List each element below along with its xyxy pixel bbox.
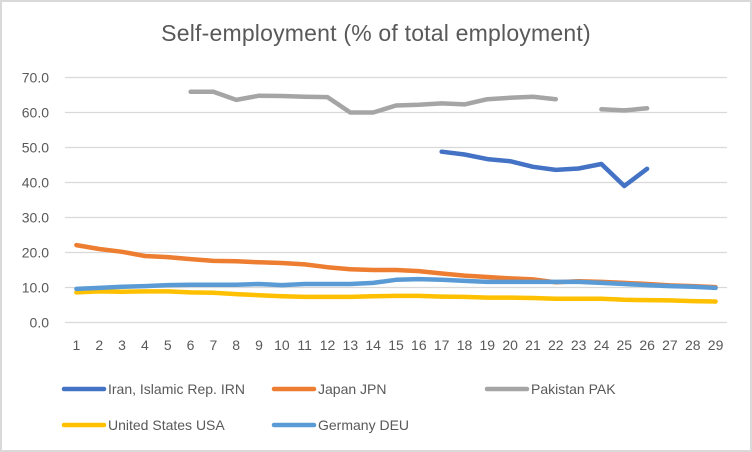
series-lines [74, 89, 718, 304]
legend-item: United States USA [61, 417, 225, 433]
x-tick-label: 21 [525, 337, 541, 353]
legend-item: Japan JPN [271, 381, 386, 397]
y-axis-ticks: 0.0 10.0 20.0 30.0 40.0 50.0 60.0 70.0 [22, 70, 49, 331]
series-pak [188, 89, 650, 115]
x-tick-label: 23 [571, 337, 587, 353]
x-tick-label: 4 [141, 337, 149, 353]
x-tick-label: 18 [457, 337, 473, 353]
legend-label: Japan JPN [318, 381, 386, 397]
x-tick-label: 8 [232, 337, 240, 353]
x-tick-label: 19 [480, 337, 496, 353]
y-tick-label: 60.0 [22, 105, 49, 121]
x-tick-label: 3 [118, 337, 126, 353]
legend-label: Iran, Islamic Rep. IRN [108, 381, 245, 397]
series-line [74, 289, 718, 304]
x-tick-label: 1 [73, 337, 81, 353]
x-tick-label: 20 [502, 337, 518, 353]
x-tick-label: 10 [274, 337, 290, 353]
x-tick-label: 7 [209, 337, 217, 353]
legend: Iran, Islamic Rep. IRN Japan JPN Pakistan … [61, 381, 616, 433]
x-tick-label: 24 [594, 337, 610, 353]
x-axis-ticks: 1 2 3 4 5 6 7 8 9 10 11 12 13 14 15 16 17 18 19 20 21 22 23 24 2… [73, 337, 724, 353]
x-tick-label: 12 [320, 337, 336, 353]
x-tick-label: 13 [343, 337, 359, 353]
y-tick-label: 10.0 [22, 280, 49, 296]
x-tick-label: 25 [616, 337, 632, 353]
y-tick-label: 50.0 [22, 140, 49, 156]
series-usa [74, 289, 718, 304]
y-tick-label: 20.0 [22, 245, 49, 261]
gridlines [65, 76, 727, 324]
legend-label: Pakistan PAK [531, 381, 616, 397]
x-tick-label: 9 [255, 337, 263, 353]
y-tick-label: 70.0 [22, 70, 49, 86]
x-tick-label: 22 [548, 337, 564, 353]
x-tick-label: 11 [297, 337, 312, 353]
x-tick-label: 17 [434, 337, 450, 353]
series-irn [439, 149, 650, 189]
series-line [599, 106, 650, 113]
x-tick-label: 29 [708, 337, 724, 353]
legend-label: United States USA [108, 417, 225, 433]
x-tick-label: 27 [662, 337, 678, 353]
legend-item: Pakistan PAK [484, 381, 616, 397]
chart-title: Self-employment (% of total employment) [161, 20, 591, 46]
series-line [439, 149, 650, 189]
series-deu [74, 276, 718, 292]
x-tick-label: 26 [639, 337, 655, 353]
x-tick-label: 15 [388, 337, 404, 353]
series-line [188, 89, 559, 115]
legend-item: Germany DEU [271, 417, 409, 433]
y-tick-label: 40.0 [22, 175, 49, 191]
legend-item: Iran, Islamic Rep. IRN [61, 381, 245, 397]
y-tick-label: 0.0 [30, 315, 50, 331]
x-tick-label: 14 [365, 337, 381, 353]
x-tick-label: 2 [95, 337, 103, 353]
y-tick-label: 30.0 [22, 210, 49, 226]
legend-label: Germany DEU [318, 417, 409, 433]
x-tick-label: 6 [187, 337, 195, 353]
x-tick-label: 5 [164, 337, 172, 353]
x-tick-label: 16 [411, 337, 427, 353]
x-tick-label: 28 [685, 337, 701, 353]
